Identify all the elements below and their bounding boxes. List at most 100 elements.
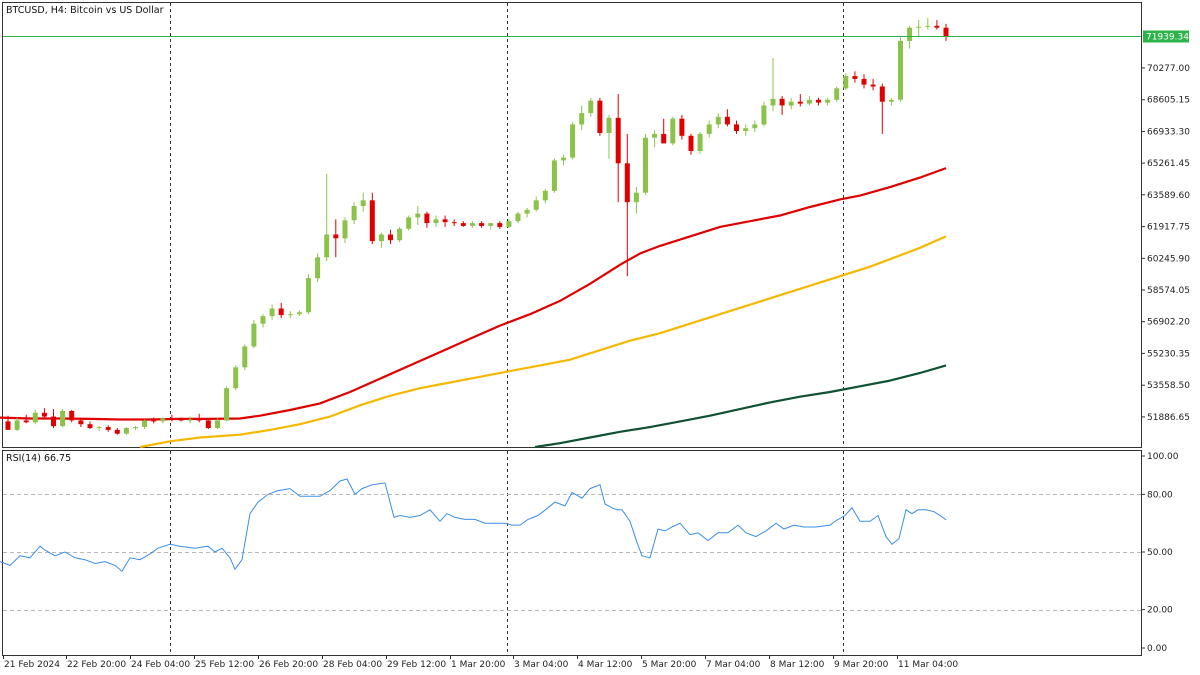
price-axis-label: 61917.75 bbox=[1147, 223, 1190, 233]
candle-body bbox=[779, 98, 785, 106]
candle bbox=[797, 94, 803, 107]
candle-body bbox=[5, 421, 11, 430]
candle bbox=[670, 116, 676, 146]
candle-body bbox=[597, 100, 603, 133]
candle-body bbox=[834, 88, 840, 100]
candle bbox=[688, 133, 694, 155]
candle-body bbox=[879, 86, 885, 102]
candle-body bbox=[32, 412, 38, 423]
candle bbox=[51, 409, 56, 428]
candle bbox=[624, 133, 630, 277]
candle bbox=[752, 120, 758, 132]
candle bbox=[615, 94, 621, 203]
candle-body bbox=[870, 84, 876, 87]
candle bbox=[87, 421, 93, 429]
candle-body bbox=[123, 428, 129, 434]
candle bbox=[460, 221, 466, 227]
candle-body bbox=[160, 418, 166, 422]
time-axis-label: 4 Mar 12:00 bbox=[578, 660, 633, 670]
price-axis-label: 55230.35 bbox=[1147, 349, 1190, 359]
candle-body bbox=[506, 221, 512, 227]
ma-slow-line bbox=[534, 364, 947, 449]
candle bbox=[506, 219, 512, 228]
time-axis-label: 11 Mar 04:00 bbox=[898, 660, 958, 670]
candle bbox=[916, 20, 922, 38]
price-axis-label: 51886.65 bbox=[1147, 413, 1190, 423]
candle bbox=[770, 58, 776, 112]
candle-body bbox=[488, 223, 494, 226]
candle-body bbox=[114, 429, 120, 434]
candle bbox=[442, 215, 448, 227]
candle-body bbox=[579, 113, 585, 125]
candle-body bbox=[624, 163, 630, 203]
candle-body bbox=[925, 25, 931, 27]
candle bbox=[105, 425, 111, 432]
candle-body bbox=[406, 217, 412, 229]
candle-body bbox=[424, 213, 430, 224]
time-axis-label: 26 Feb 20:00 bbox=[259, 660, 318, 670]
candle bbox=[697, 132, 703, 154]
price-panel-frame bbox=[2, 2, 1142, 448]
candle bbox=[269, 304, 275, 320]
candle-body bbox=[14, 420, 20, 430]
time-axis-label: 9 Mar 20:00 bbox=[834, 660, 889, 670]
candle bbox=[415, 206, 421, 225]
candle bbox=[260, 314, 266, 328]
candle-body bbox=[761, 105, 767, 125]
candle-body bbox=[570, 124, 576, 158]
candle bbox=[834, 86, 840, 102]
candle-body bbox=[752, 124, 758, 129]
candle-body bbox=[542, 190, 548, 201]
candle-body bbox=[661, 133, 667, 144]
candle-body bbox=[788, 101, 794, 106]
candle bbox=[133, 426, 138, 430]
candle bbox=[69, 410, 75, 423]
candle bbox=[60, 409, 66, 428]
candle bbox=[542, 188, 548, 204]
candle-body bbox=[260, 316, 266, 324]
candle bbox=[333, 219, 339, 258]
ma-mid-line bbox=[139, 235, 947, 449]
time-axis-label: 7 Mar 04:00 bbox=[706, 660, 761, 670]
candle-body bbox=[287, 314, 293, 316]
candle bbox=[597, 97, 603, 136]
candle-body bbox=[697, 133, 703, 151]
candle bbox=[114, 428, 120, 435]
candle-body bbox=[69, 410, 75, 421]
candle-body bbox=[734, 124, 739, 131]
candle bbox=[633, 187, 639, 214]
candle bbox=[224, 386, 230, 422]
candle bbox=[551, 158, 557, 193]
candle bbox=[378, 232, 384, 248]
candle bbox=[397, 226, 403, 243]
candle-body bbox=[23, 420, 29, 423]
candle-body bbox=[515, 213, 521, 222]
candle-body bbox=[342, 220, 348, 239]
candle-body bbox=[843, 76, 849, 89]
candle bbox=[533, 196, 539, 212]
candle-body bbox=[269, 308, 275, 317]
candle-body bbox=[469, 223, 475, 226]
price-axis-label: 58574.05 bbox=[1147, 286, 1190, 296]
candle bbox=[488, 223, 494, 230]
candle bbox=[187, 416, 193, 424]
candle bbox=[724, 109, 730, 127]
candle bbox=[761, 101, 767, 127]
candle-body bbox=[679, 118, 685, 136]
candle-body bbox=[205, 420, 211, 428]
candlestick-series bbox=[5, 18, 949, 435]
candle-body bbox=[187, 419, 193, 421]
price-axis-label: 53558.50 bbox=[1147, 381, 1190, 391]
candle-body bbox=[397, 228, 403, 241]
candle-body bbox=[816, 99, 821, 103]
candle bbox=[588, 97, 594, 117]
rsi-line bbox=[0, 478, 947, 572]
candle bbox=[32, 410, 38, 425]
rsi-axis-label: 0.00 bbox=[1147, 644, 1167, 654]
candle-body bbox=[333, 234, 339, 239]
candle-body bbox=[943, 27, 949, 37]
candle-body bbox=[415, 213, 421, 218]
candle bbox=[788, 97, 794, 110]
candle-body bbox=[670, 118, 676, 144]
